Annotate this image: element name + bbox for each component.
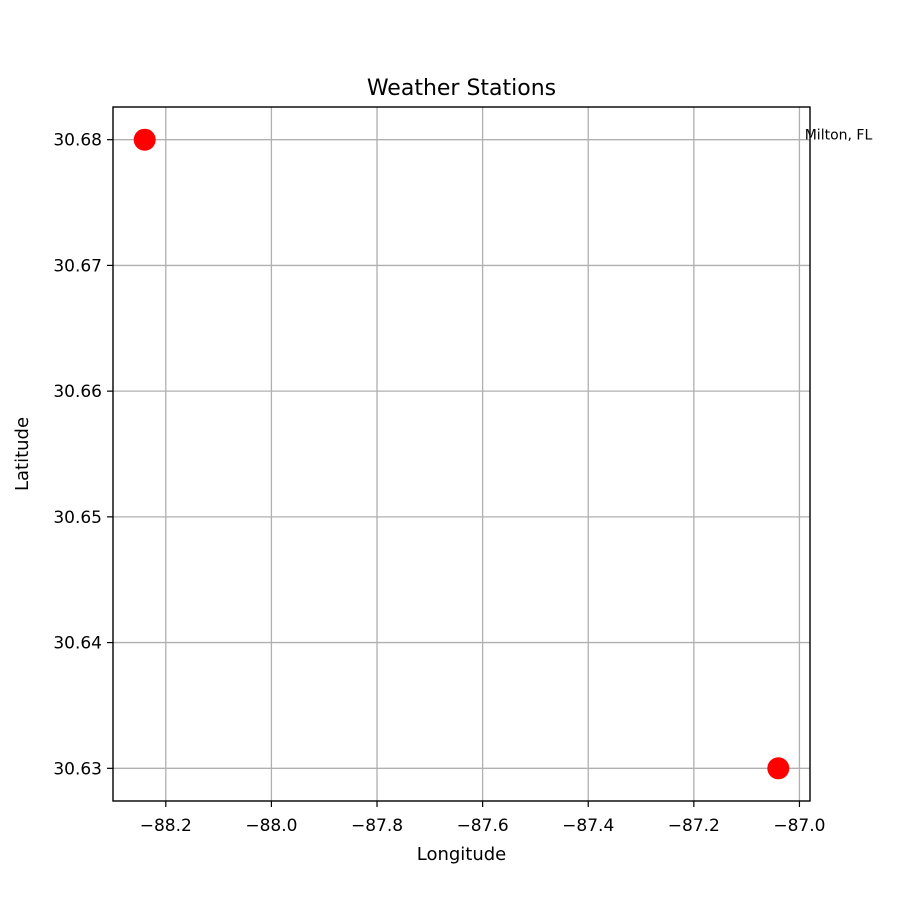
grid-lines (113, 107, 810, 801)
x-tick-label: −87.8 (351, 816, 403, 836)
y-tick-label: 30.64 (53, 634, 102, 654)
x-tick-label: −87.0 (773, 816, 825, 836)
y-tick-label: 30.68 (53, 131, 102, 151)
x-tick-label: −88.0 (245, 816, 297, 836)
axis-ticks: −88.2 −88.0 −87.8 −87.6 −87.4 −87.2 −87.0 30.63… (53, 131, 825, 836)
y-axis-label: Latitude (12, 417, 33, 491)
annotations: Milton, FL (805, 128, 873, 144)
y-tick-label: 30.65 (53, 508, 102, 528)
y-tick-label: 30.63 (53, 759, 102, 779)
station-point (767, 757, 790, 780)
station-label: Milton, FL (805, 128, 873, 144)
x-tick-label: −87.6 (457, 816, 509, 836)
chart-title: Weather Stations (367, 76, 556, 101)
y-tick-label: 30.67 (53, 256, 102, 276)
y-tick-label: 30.66 (53, 382, 102, 402)
station-point (133, 128, 156, 151)
x-axis-label: Longitude (417, 844, 507, 865)
x-tick-label: −87.4 (562, 816, 614, 836)
data-points (133, 128, 790, 780)
x-tick-label: −88.2 (140, 816, 192, 836)
x-tick-label: −87.2 (668, 816, 720, 836)
plot-frame (112, 106, 811, 802)
